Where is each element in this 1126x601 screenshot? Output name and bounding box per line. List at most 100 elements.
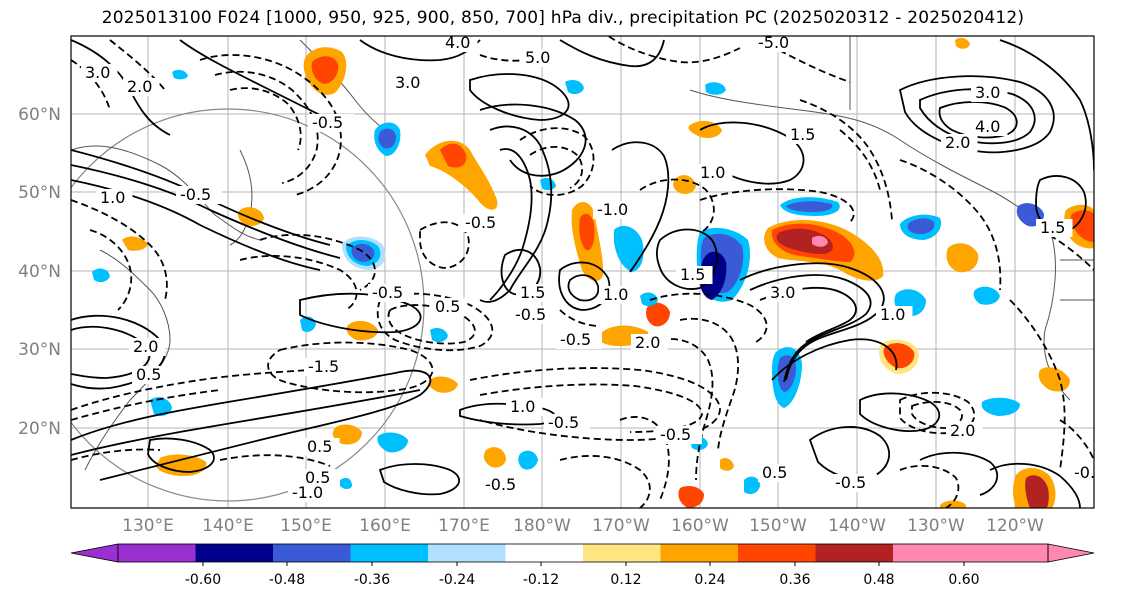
- contour-label: 3.0: [975, 83, 1000, 102]
- shade-orange: [678, 486, 704, 508]
- shade-orange: [646, 302, 670, 327]
- contour-label: 0.5: [435, 297, 460, 316]
- lon-label-130e: 130°E: [122, 516, 174, 536]
- contour-label-bg: [96, 189, 133, 207]
- contour-label: 3.0: [770, 283, 795, 302]
- shade-red: [579, 213, 595, 251]
- lon-label-180w: 180°W: [513, 516, 571, 536]
- shade-orange: [332, 424, 362, 445]
- shade-cyan: [172, 69, 188, 80]
- shade-cyan: [705, 82, 726, 95]
- contour-label: 2.0: [945, 133, 970, 152]
- colorbar-swatch: [738, 544, 817, 562]
- contour-label: 1.0: [700, 163, 725, 182]
- shade-cyan: [614, 225, 644, 272]
- shade-cyan: [973, 286, 1000, 305]
- colorbar-tick-label: 0.48: [863, 572, 894, 588]
- lon-label-120w: 120°W: [986, 516, 1044, 536]
- figure-title: 2025013100 F024 [1000, 950, 925, 900, 85…: [101, 8, 1025, 28]
- contour-label-bg: [391, 74, 428, 92]
- contour-label: 4.0: [975, 117, 1000, 136]
- contour-label-bg: [593, 201, 639, 219]
- shade-cyan: [981, 397, 1020, 416]
- contour-label: 3.0: [395, 73, 420, 92]
- colorbar-swatch: [195, 544, 274, 562]
- contour-label: 3.0: [85, 63, 110, 82]
- lon-label-150e: 150°E: [280, 516, 332, 536]
- contour-label: 4.0: [445, 33, 470, 52]
- shade-red: [1070, 210, 1094, 242]
- lat-label-20: 20°N: [18, 419, 61, 439]
- contour-label-bg: [556, 331, 602, 349]
- shade-orange: [955, 37, 970, 49]
- contour-label: 1.5: [680, 265, 705, 284]
- colorbar-swatch: [118, 544, 197, 562]
- contour-label: 1.5: [1040, 218, 1065, 237]
- contour-label: -1.0: [597, 200, 628, 219]
- lon-label-160e: 160°E: [359, 516, 411, 536]
- colorbar-swatch: [970, 544, 1049, 562]
- shade-darkred: [776, 228, 833, 254]
- colorbar-tick-label: 0.36: [779, 572, 810, 588]
- longitude-labels: 130°E 140°E 150°E 160°E 170°E 180°W 170°…: [122, 516, 1044, 536]
- lon-label-160w: 160°W: [671, 516, 729, 536]
- colorbar-swatch: [350, 544, 429, 562]
- contour-label: 1.5: [790, 125, 815, 144]
- shade-orange: [425, 140, 498, 210]
- shade-cyan: [430, 328, 448, 343]
- contour-label: 0.5: [762, 463, 787, 482]
- contour-label: -0.5: [548, 413, 579, 432]
- contour-label-bg: [304, 358, 350, 376]
- lat-label-30: 30°N: [18, 340, 61, 360]
- contour-label: -0.5: [465, 213, 496, 232]
- colorbar-tick-label: 0.24: [694, 572, 725, 588]
- shade-orange: [428, 376, 458, 393]
- contour-labels: 3.0 4.0 5.0 -5.0 3.0 3.0 4.0 2.0 -0.5 1.0 -0.5 -1.0…: [81, 33, 1105, 502]
- contour-label-bg: [441, 36, 478, 52]
- contour-label-bg: [631, 334, 668, 352]
- contour-label: 1.0: [603, 285, 628, 304]
- contour-label-bg: [301, 469, 338, 487]
- lon-label-140e: 140°E: [202, 516, 254, 536]
- contour-label: -0.5: [1074, 463, 1105, 482]
- contour-label: -0.5: [372, 283, 403, 302]
- contour-label-bg: [506, 398, 543, 416]
- contour-label: 1.0: [880, 305, 905, 324]
- colorbar-tick-label: -0.48: [269, 572, 305, 588]
- contour-label: 2.0: [950, 421, 975, 440]
- lon-label-150w: 150°W: [749, 516, 807, 536]
- lon-label-140w: 140°W: [828, 516, 886, 536]
- contour-label-bg: [461, 214, 507, 232]
- shade-orange: [483, 447, 506, 468]
- contour-label: 0.5: [307, 437, 332, 456]
- colorbar-tick-label: -0.12: [523, 572, 559, 588]
- colorbar-tick-label: 0.60: [948, 572, 979, 588]
- contour-label: -0.5: [835, 473, 866, 492]
- contour-label-bg: [521, 49, 558, 67]
- colorbar-tick-label: 0.12: [610, 572, 641, 588]
- map-background: [71, 36, 1094, 508]
- contour-label-bg: [941, 134, 978, 152]
- contour-label-bg: [308, 114, 354, 132]
- shade-orange: [940, 500, 966, 508]
- lon-label-170w: 170°W: [592, 516, 650, 536]
- lat-label-60: 60°N: [18, 105, 61, 125]
- contour-label-bg: [129, 338, 166, 356]
- colorbar-swatch: [660, 544, 739, 562]
- shade-cyan: [518, 450, 538, 470]
- shade-red: [883, 343, 915, 369]
- contour-label-bg: [971, 84, 1008, 102]
- colorbar-tick-label: -0.36: [354, 572, 390, 588]
- contour-label-bg: [368, 284, 414, 302]
- shade-cyan: [377, 432, 408, 453]
- contour-label-bg: [696, 164, 733, 182]
- shade-cyan: [340, 478, 352, 489]
- contour-label-bg: [876, 306, 913, 324]
- contour-label: 0.5: [305, 468, 330, 487]
- contour-label: 1.0: [100, 188, 125, 207]
- contour-label-bg: [431, 298, 468, 316]
- contour-label: 2.0: [133, 337, 158, 356]
- lat-label-50: 50°N: [18, 183, 61, 203]
- lat-label-40: 40°N: [18, 262, 61, 282]
